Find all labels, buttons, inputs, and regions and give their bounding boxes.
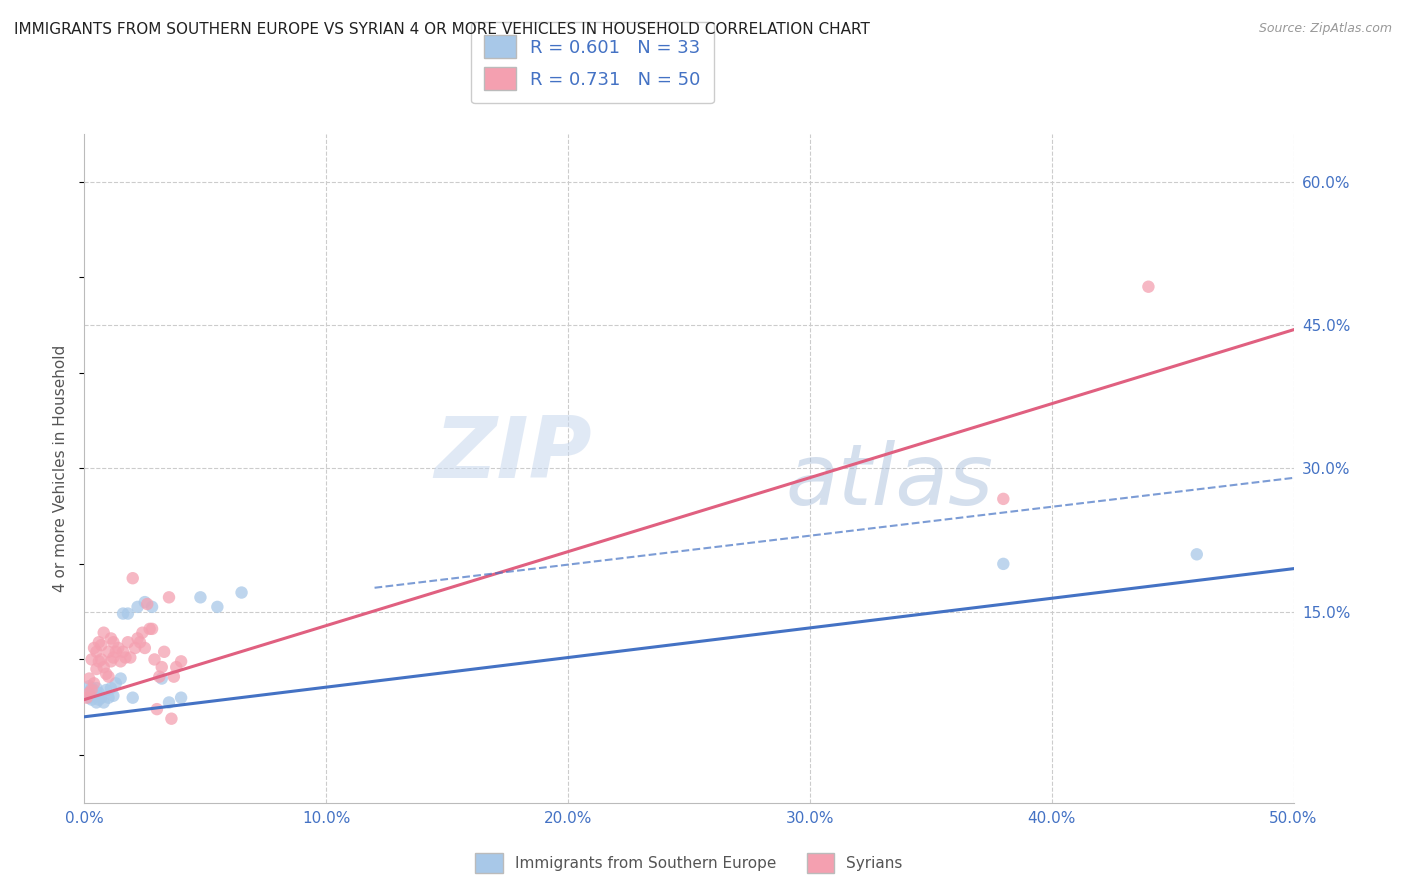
Point <box>170 690 193 705</box>
Point <box>163 670 186 684</box>
Point <box>138 622 160 636</box>
Point <box>87 692 110 706</box>
Point <box>104 676 127 690</box>
Point <box>136 597 159 611</box>
Point <box>77 672 100 686</box>
Point <box>76 686 98 700</box>
Point <box>93 660 115 674</box>
Point <box>121 571 143 585</box>
Point <box>86 662 108 676</box>
Point <box>121 690 143 705</box>
Point <box>190 591 212 605</box>
Point <box>80 692 103 706</box>
Point <box>80 652 103 666</box>
Point <box>143 652 166 666</box>
Point <box>87 686 110 700</box>
Point <box>103 635 125 649</box>
Point <box>124 640 146 655</box>
Point <box>86 696 108 710</box>
Point <box>112 607 135 621</box>
Point <box>160 712 183 726</box>
Point <box>83 640 105 655</box>
Point <box>231 585 253 599</box>
Point <box>127 599 149 614</box>
Point <box>120 650 142 665</box>
Point <box>100 632 122 646</box>
Point <box>150 660 173 674</box>
Point <box>87 654 110 668</box>
Text: atlas: atlas <box>786 440 994 524</box>
Y-axis label: 4 or more Vehicles in Household: 4 or more Vehicles in Household <box>53 344 69 592</box>
Point <box>80 683 103 698</box>
Point <box>117 607 139 621</box>
Point <box>148 670 170 684</box>
Legend: R = 0.601   N = 33, R = 0.731   N = 50: R = 0.601 N = 33, R = 0.731 N = 50 <box>471 22 713 103</box>
Point <box>141 622 163 636</box>
Point <box>90 652 112 666</box>
Point <box>83 683 105 698</box>
Point <box>110 672 132 686</box>
Point <box>104 645 127 659</box>
Point <box>83 689 105 703</box>
Point <box>114 650 136 665</box>
Point <box>80 681 103 695</box>
Point <box>993 557 1015 571</box>
Point <box>93 696 115 710</box>
Point <box>127 632 149 646</box>
Point <box>93 625 115 640</box>
Point <box>94 666 117 681</box>
Point <box>157 591 180 605</box>
Point <box>150 672 173 686</box>
Point <box>134 595 156 609</box>
Point <box>97 670 120 684</box>
Point <box>77 690 100 705</box>
Point <box>170 654 193 668</box>
Point <box>110 654 132 668</box>
Point <box>134 640 156 655</box>
Point <box>146 702 169 716</box>
Point <box>993 491 1015 506</box>
Text: ZIP: ZIP <box>434 413 592 497</box>
Point <box>129 635 152 649</box>
Text: IMMIGRANTS FROM SOUTHERN EUROPE VS SYRIAN 4 OR MORE VEHICLES IN HOUSEHOLD CORREL: IMMIGRANTS FROM SOUTHERN EUROPE VS SYRIA… <box>14 22 870 37</box>
Point <box>86 645 108 659</box>
Point <box>131 625 153 640</box>
Point <box>1137 279 1160 293</box>
Point <box>100 681 122 695</box>
Point <box>97 645 120 659</box>
Point <box>97 690 120 705</box>
Point <box>76 690 98 705</box>
Point <box>77 679 100 693</box>
Point <box>103 650 125 665</box>
Point <box>207 599 229 614</box>
Point <box>83 676 105 690</box>
Point <box>165 660 187 674</box>
Point <box>86 681 108 695</box>
Point <box>157 696 180 710</box>
Point <box>100 654 122 668</box>
Point <box>153 645 176 659</box>
Point <box>90 690 112 705</box>
Point <box>112 645 135 659</box>
Point <box>103 689 125 703</box>
Point <box>1185 547 1208 561</box>
Point <box>141 599 163 614</box>
Point <box>107 640 129 655</box>
Point <box>94 683 117 698</box>
Point <box>87 635 110 649</box>
Point <box>77 686 100 700</box>
Point <box>117 635 139 649</box>
Point <box>90 638 112 652</box>
Text: Source: ZipAtlas.com: Source: ZipAtlas.com <box>1258 22 1392 36</box>
